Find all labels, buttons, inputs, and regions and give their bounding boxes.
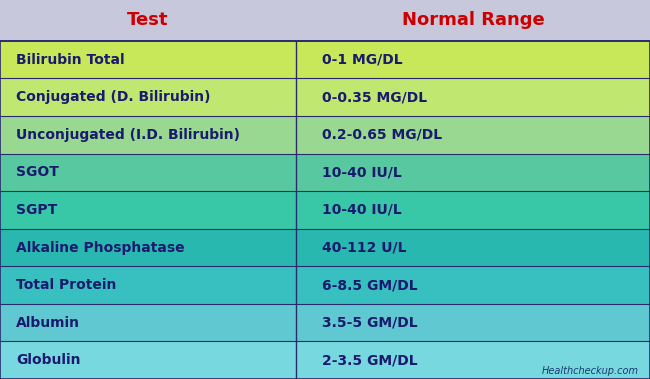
Text: Bilirubin Total: Bilirubin Total: [16, 53, 125, 67]
Text: 0-0.35 MG/DL: 0-0.35 MG/DL: [322, 90, 427, 104]
Bar: [0, 304, 296, 341]
Text: SGOT: SGOT: [16, 165, 59, 179]
Bar: [0, 266, 296, 304]
Bar: [0, 229, 296, 266]
Text: Total Protein: Total Protein: [16, 278, 116, 292]
Bar: [0, 116, 296, 153]
Text: Normal Range: Normal Range: [402, 11, 544, 30]
Text: 0.2-0.65 MG/DL: 0.2-0.65 MG/DL: [322, 128, 442, 142]
Bar: [296, 41, 650, 78]
Text: SGPT: SGPT: [16, 203, 57, 217]
Text: 0-1 MG/DL: 0-1 MG/DL: [322, 53, 402, 67]
Bar: [296, 304, 650, 341]
Text: Unconjugated (I.D. Bilirubin): Unconjugated (I.D. Bilirubin): [16, 128, 240, 142]
Text: 10-40 IU/L: 10-40 IU/L: [322, 203, 402, 217]
Text: Alkaline Phosphatase: Alkaline Phosphatase: [16, 241, 185, 255]
Bar: [0, 78, 296, 116]
Text: 3.5-5 GM/DL: 3.5-5 GM/DL: [322, 316, 417, 330]
Bar: [0, 41, 296, 78]
Bar: [296, 266, 650, 304]
Bar: [296, 78, 650, 116]
Text: Test: Test: [127, 11, 168, 30]
Bar: [0, 191, 296, 229]
Text: 10-40 IU/L: 10-40 IU/L: [322, 165, 402, 179]
Text: Globulin: Globulin: [16, 353, 81, 367]
Bar: [0, 341, 296, 379]
Text: 40-112 U/L: 40-112 U/L: [322, 241, 406, 255]
Bar: [0, 0, 650, 41]
Text: Conjugated (D. Bilirubin): Conjugated (D. Bilirubin): [16, 90, 211, 104]
Bar: [296, 341, 650, 379]
Bar: [0, 153, 296, 191]
Bar: [0, 41, 650, 379]
Bar: [296, 153, 650, 191]
Bar: [296, 229, 650, 266]
Text: Albumin: Albumin: [16, 316, 80, 330]
Bar: [296, 191, 650, 229]
Text: Healthcheckup.com: Healthcheckup.com: [541, 366, 638, 376]
Text: 2-3.5 GM/DL: 2-3.5 GM/DL: [322, 353, 417, 367]
Bar: [296, 116, 650, 153]
Text: 6-8.5 GM/DL: 6-8.5 GM/DL: [322, 278, 417, 292]
